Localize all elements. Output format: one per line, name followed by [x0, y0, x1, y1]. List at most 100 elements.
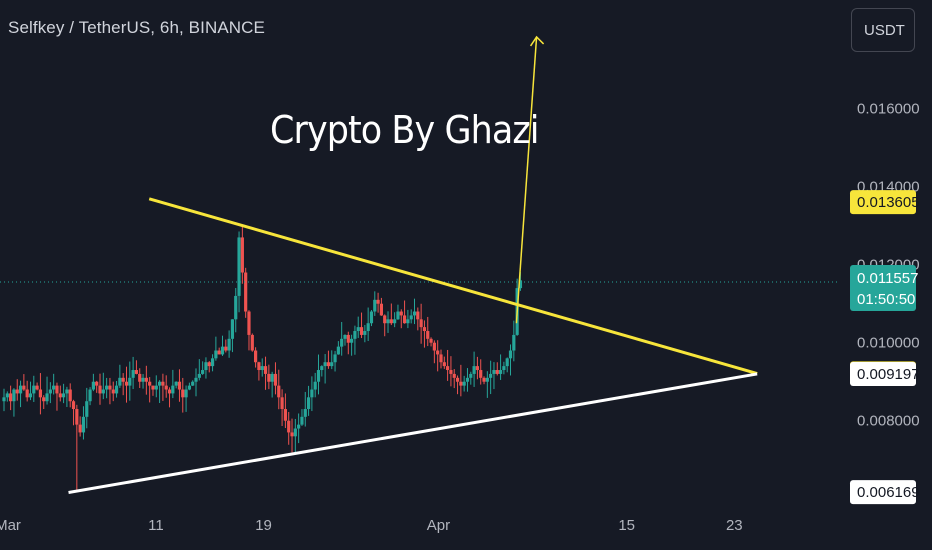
candle-body	[277, 385, 281, 398]
candle-body	[167, 389, 172, 394]
arrow-head-icon	[529, 35, 545, 47]
candle-body	[254, 350, 258, 363]
candle-body	[330, 362, 334, 367]
price-axis-tick: 0.008000	[857, 413, 920, 430]
upper-trendline[interactable]	[148, 197, 758, 375]
candle-body	[439, 354, 443, 363]
candle-body	[402, 315, 407, 324]
candle-body	[207, 362, 211, 367]
candle-body	[108, 385, 112, 390]
candle-body	[492, 370, 496, 374]
candle-body	[363, 331, 367, 335]
candle-body	[449, 370, 453, 374]
candle-body	[356, 327, 360, 332]
candle-body	[187, 385, 191, 390]
support-white-price-label: 0.009197	[857, 366, 920, 383]
candle-body	[2, 397, 6, 402]
candle-body	[95, 381, 99, 386]
candle-body	[58, 393, 62, 398]
candle-body	[230, 319, 235, 339]
candle-body	[459, 381, 463, 386]
price-axis-tick: 0.010000	[857, 335, 920, 352]
candle-body	[469, 373, 473, 378]
candle-body	[65, 389, 69, 394]
candle-body	[399, 311, 403, 316]
axis-layer: 0.0160000.0140000.0120000.0100000.008000…	[0, 101, 920, 534]
candle-body	[310, 389, 314, 398]
candle-body	[124, 381, 129, 386]
candle-body	[174, 381, 178, 386]
candle-body	[201, 370, 205, 374]
candle-body	[28, 393, 33, 398]
candle-body	[68, 389, 72, 402]
candle-body	[446, 366, 450, 371]
candle-body	[393, 319, 397, 324]
candle-body	[350, 338, 354, 343]
candle-body	[280, 397, 284, 410]
candle-body	[161, 381, 165, 386]
candle-body	[323, 362, 327, 367]
candle-body	[406, 319, 410, 324]
candle-body	[426, 331, 430, 339]
candle-body	[15, 389, 19, 394]
candle-body	[373, 299, 377, 312]
candle-body	[293, 428, 297, 437]
candle-body	[502, 366, 506, 371]
candle-body	[505, 358, 509, 367]
candle-body	[343, 334, 347, 339]
candle-body	[429, 338, 433, 343]
candle-body	[267, 373, 271, 382]
candle-body	[383, 315, 387, 324]
candle-body	[472, 366, 476, 374]
countdown-label: 01:50:50	[857, 291, 915, 308]
candle-body	[300, 416, 304, 425]
candle-body	[204, 362, 208, 371]
candle-body	[419, 319, 423, 328]
candle-body	[297, 424, 301, 429]
candle-body	[181, 389, 185, 398]
candle-body	[138, 373, 142, 382]
projection-arrow[interactable]	[515, 36, 538, 324]
candle-body	[224, 346, 228, 351]
candle-body	[412, 311, 417, 316]
candle-body	[177, 381, 182, 390]
candle-body	[260, 366, 264, 371]
time-axis-tick: 23	[726, 517, 743, 534]
candle-body	[306, 397, 311, 410]
lower-trendline[interactable]	[68, 372, 758, 494]
candle-body	[42, 397, 46, 402]
time-axis-tick: 11	[148, 517, 164, 534]
candle-body	[353, 331, 357, 339]
candle-body	[184, 389, 188, 398]
candle-body	[273, 373, 278, 386]
candle-body	[118, 377, 122, 386]
resistance-price-label: 0.013605	[857, 194, 920, 211]
candle-body	[475, 366, 480, 371]
candle-body	[270, 373, 274, 382]
candle-body	[263, 366, 268, 374]
candle-body	[422, 327, 427, 332]
candle-body	[432, 342, 436, 351]
candle-body	[191, 381, 195, 386]
currency-button[interactable]: USDT	[851, 8, 915, 52]
candle-body	[131, 370, 135, 378]
candle-body	[396, 311, 400, 320]
candle-body	[105, 385, 109, 390]
candle-body	[134, 370, 139, 374]
candle-body	[366, 323, 370, 332]
candle-body	[455, 377, 460, 382]
candle-body	[482, 377, 486, 382]
candle-body	[303, 409, 307, 417]
candle-body	[326, 362, 331, 367]
candle-body	[290, 432, 294, 437]
current-price-tag	[850, 265, 916, 311]
candle-body	[498, 370, 503, 374]
current-price-label: 0.011557	[857, 270, 918, 287]
candle-body	[346, 334, 350, 343]
price-axis-tick: 0.016000	[857, 101, 920, 118]
resistance-price-tag	[850, 190, 916, 215]
low-price-tag	[850, 480, 916, 505]
symbol-title[interactable]: Selfkey / TetherUS, 6h, BINANCE	[8, 18, 265, 37]
